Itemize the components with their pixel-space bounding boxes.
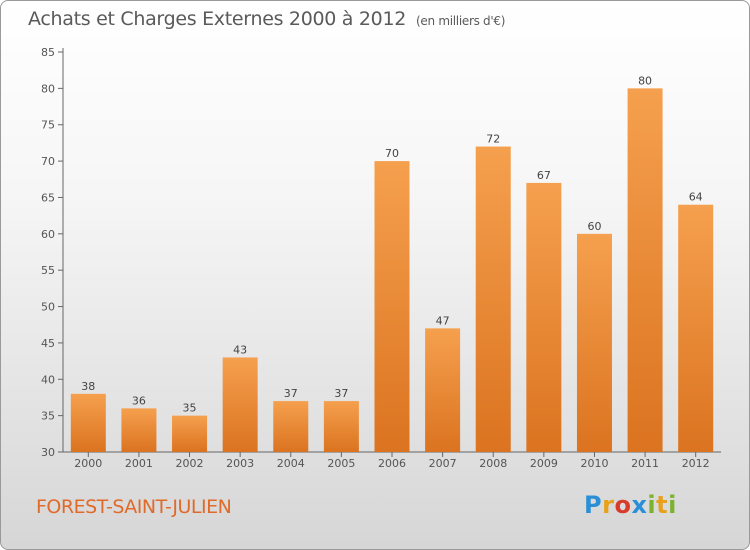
unit-note: (en milliers d'€): [416, 14, 506, 28]
bar: [323, 401, 359, 452]
bar: [425, 328, 461, 452]
bar-value-label: 38: [81, 380, 95, 393]
bar: [576, 233, 612, 452]
bar-value-label: 64: [689, 191, 703, 204]
x-tick-label: 2007: [429, 457, 457, 470]
logo-letter: x: [631, 491, 648, 519]
x-tick-label: 2002: [176, 457, 204, 470]
x-tick-label: 2006: [378, 457, 406, 470]
bar: [526, 182, 562, 452]
bar: [273, 401, 309, 452]
bar: [678, 204, 714, 452]
bar: [70, 393, 106, 452]
x-tick-label: 2005: [327, 457, 355, 470]
y-tick-label: 60: [41, 228, 55, 241]
y-tick-label: 65: [41, 191, 55, 204]
y-tick-label: 40: [41, 373, 55, 386]
y-tick-label: 45: [41, 337, 55, 350]
logo-letter: r: [602, 491, 615, 519]
x-tick-label: 2004: [277, 457, 305, 470]
bar-value-label: 47: [436, 314, 450, 327]
y-tick-label: 85: [41, 46, 55, 59]
bar-value-label: 80: [638, 74, 652, 87]
bar-value-label: 72: [486, 133, 500, 146]
y-tick-label: 35: [41, 410, 55, 423]
bar: [172, 415, 208, 452]
x-tick-label: 2000: [74, 457, 102, 470]
bar: [475, 146, 511, 452]
x-tick-label: 2009: [530, 457, 558, 470]
logo-letter: o: [614, 491, 632, 519]
commune-name: FOREST-SAINT-JULIEN: [36, 496, 232, 518]
logo-letter: t: [656, 491, 669, 519]
logo-letter: P: [584, 491, 603, 519]
bar-value-label: 67: [537, 169, 551, 182]
bar: [121, 408, 157, 452]
bar-value-label: 37: [334, 387, 348, 400]
bar-value-label: 70: [385, 147, 399, 160]
proxiti-logo: Proxiti: [584, 491, 677, 519]
y-tick-label: 30: [41, 446, 55, 459]
x-tick-label: 2011: [631, 457, 659, 470]
bar-value-label: 43: [233, 343, 247, 356]
logo-letter: i: [647, 491, 657, 519]
y-tick-label: 70: [41, 155, 55, 168]
bar-value-label: 35: [183, 402, 197, 415]
chart-title: Achats et Charges Externes 2000 à 2012 (e…: [28, 8, 505, 30]
y-tick-label: 55: [41, 264, 55, 277]
bar-value-label: 60: [587, 220, 601, 233]
y-tick-label: 50: [41, 301, 55, 314]
x-tick-label: 2003: [226, 457, 254, 470]
bar: [627, 88, 663, 452]
y-tick-label: 75: [41, 119, 55, 132]
y-tick-label: 80: [41, 82, 55, 95]
logo-letter: i: [668, 491, 677, 519]
bar: [222, 357, 258, 452]
x-tick-label: 2001: [125, 457, 153, 470]
x-tick-label: 2012: [682, 457, 710, 470]
bar: [374, 161, 410, 452]
x-tick-label: 2010: [580, 457, 608, 470]
x-tick-label: 2008: [479, 457, 507, 470]
bar-value-label: 37: [284, 387, 298, 400]
title-text: Achats et Charges Externes 2000 à 2012: [28, 8, 407, 30]
bar-value-label: 36: [132, 394, 146, 407]
